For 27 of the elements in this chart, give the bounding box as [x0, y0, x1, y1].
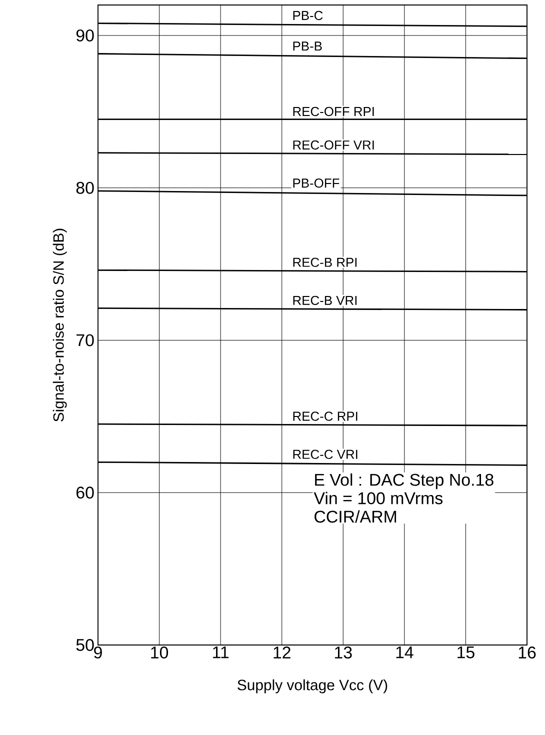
annotation: Vin = 100 mVrms — [314, 492, 443, 504]
y-tick-label: 60 — [76, 486, 94, 499]
x-tick-label: 9 — [94, 646, 102, 659]
x-tick-label: 16 — [518, 646, 536, 659]
series-label: REC-C VRI — [293, 450, 358, 459]
series-label: PB-OFF — [293, 178, 340, 188]
annotation: CCIR/ARM — [314, 510, 396, 523]
x-tick-label: 11 — [213, 646, 229, 658]
series-label: PB-B — [293, 42, 322, 51]
x-tick-label: 14 — [396, 646, 414, 658]
x-axis-title: Supply voltage Vcc (V) — [238, 679, 388, 694]
series-label: PB-C — [293, 10, 323, 20]
series-label: REC-OFF VRI — [293, 140, 374, 150]
x-tick-label: 10 — [151, 646, 168, 659]
y-tick-label: 70 — [76, 334, 94, 346]
x-tick-label: 13 — [335, 646, 352, 659]
y-axis-title: Signal-to-noise ratio S/N (dB) — [52, 228, 67, 422]
x-tick-label: 15 — [458, 646, 474, 658]
annotation: E Vol : DAC Step No.18 — [315, 473, 494, 490]
x-tick-label: 12 — [274, 646, 290, 658]
y-tick-label: 80 — [76, 182, 94, 194]
series-label: REC-C RPI — [293, 412, 358, 421]
y-tick-label: 50 — [76, 638, 94, 651]
series-label: REC-B RPI — [293, 258, 357, 267]
y-tick-label: 90 — [76, 29, 94, 42]
series-label: REC-B VRI — [293, 296, 357, 306]
series-label: REC-OFF RPI — [293, 106, 374, 116]
